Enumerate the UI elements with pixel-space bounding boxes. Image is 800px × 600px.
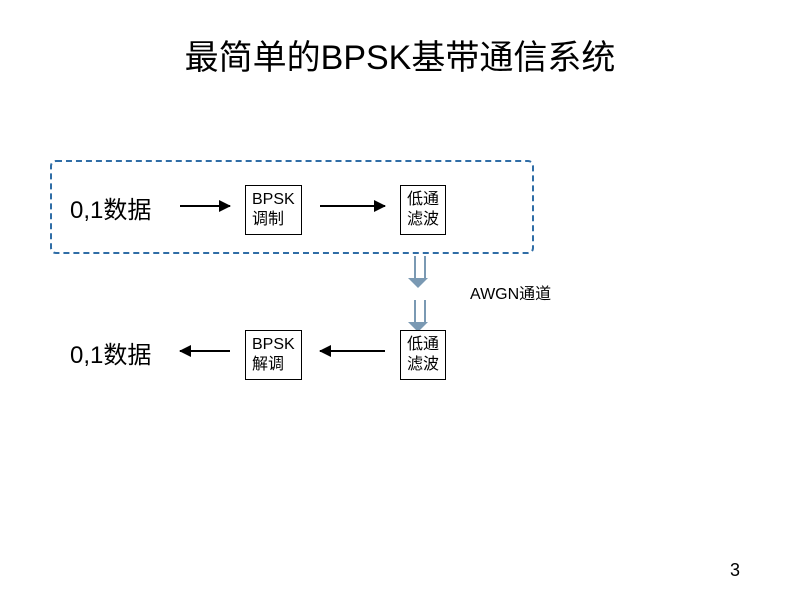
channel-arrow-bottom <box>412 300 424 324</box>
lowpass-filter-top-box: 低通 滤波 <box>400 185 446 235</box>
data-out-label: 0,1数据 <box>70 335 151 370</box>
lowpass-filter-bottom-box: 低通 滤波 <box>400 330 446 380</box>
bpsk-demodulator-box: BPSK 解调 <box>245 330 302 380</box>
data-in-label: 0,1数据 <box>70 190 151 225</box>
page-number: 3 <box>730 560 740 581</box>
page-title: 最简单的BPSK基带通信系统 <box>0 30 800 79</box>
awgn-channel-label: AWGN通道 <box>470 280 551 304</box>
channel-arrow-top <box>412 256 424 280</box>
bpsk-modulator-box: BPSK 调制 <box>245 185 302 235</box>
